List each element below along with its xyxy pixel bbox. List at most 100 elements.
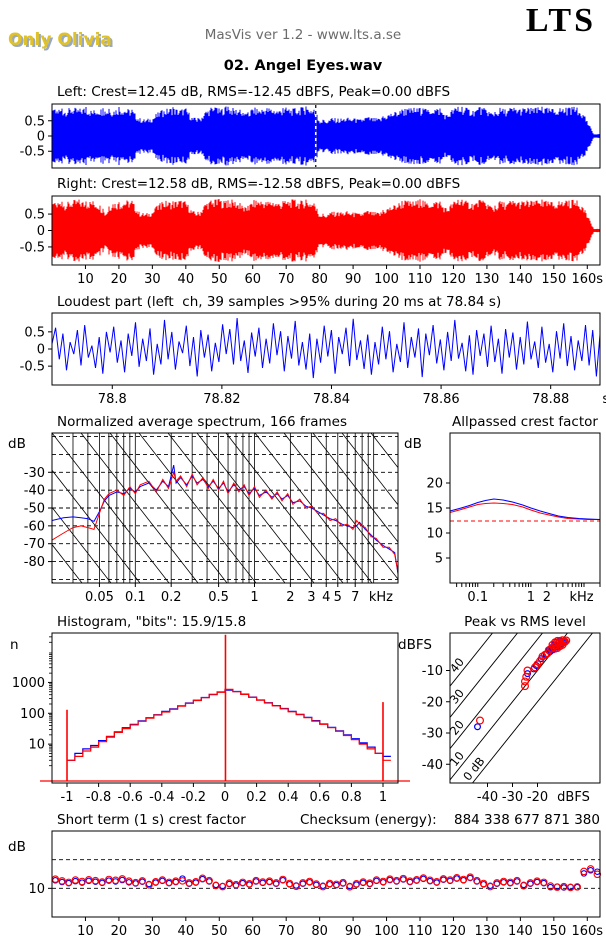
lts-logo: LTS: [525, 2, 596, 39]
svg-text:130: 130: [475, 272, 500, 287]
track-title: 02. Angel Eyes.wav: [223, 58, 383, 74]
svg-text:0.4: 0.4: [278, 790, 299, 805]
histogram-ylabel: n: [10, 637, 19, 653]
svg-text:140: 140: [508, 924, 533, 939]
short-term-title: Short term (1 s) crest factor: [57, 812, 246, 828]
spectrum-plot: -30 -40 -50 -60 -70 -80 0.05 0.1 0.2 0.5 1 2 3 4 5 7 kHz: [24, 432, 399, 605]
right-waveform-title: Right: Crest=12.58 dB, RMS=-12.58 dBFS, …: [57, 176, 461, 192]
spectrum-grid: [52, 433, 398, 583]
svg-text:0.05: 0.05: [85, 590, 114, 605]
svg-text:160s: 160s: [571, 272, 603, 287]
svg-text:140: 140: [508, 272, 533, 287]
svg-text:-30: -30: [502, 790, 523, 805]
svg-text:0.5: 0.5: [24, 208, 45, 223]
svg-text:160s: 160s: [571, 924, 603, 939]
svg-text:100: 100: [20, 707, 45, 722]
svg-text:110: 110: [408, 924, 433, 939]
svg-text:kHz: kHz: [369, 590, 393, 605]
svg-text:90: 90: [345, 272, 362, 287]
svg-text:1: 1: [379, 790, 387, 805]
svg-text:100: 100: [374, 272, 399, 287]
loudest-part-title: Loudest part (left ch, 39 samples >95% d…: [57, 294, 502, 310]
svg-text:-0.6: -0.6: [118, 790, 143, 805]
svg-text:0.1: 0.1: [125, 590, 146, 605]
svg-text:kHz: kHz: [570, 590, 594, 605]
svg-text:70: 70: [278, 924, 295, 939]
checksum-value: 884 338 677 871 380: [453, 812, 600, 828]
svg-text:70: 70: [278, 272, 295, 287]
svg-text:60: 60: [244, 272, 261, 287]
svg-text:-10: -10: [422, 664, 443, 679]
svg-text:-20: -20: [527, 790, 548, 805]
svg-text:40: 40: [178, 272, 195, 287]
loudest-part-plot: 0.5 0 -0.5 78.8 78.82 78.84 78.86 78.88 s: [20, 312, 606, 407]
svg-text:-1: -1: [61, 790, 74, 805]
svg-text:0.2: 0.2: [161, 590, 182, 605]
svg-text:20: 20: [111, 924, 128, 939]
allpassed-title: Allpassed crest factor: [452, 414, 598, 430]
svg-text:-80: -80: [24, 555, 45, 570]
svg-text:120: 120: [441, 272, 466, 287]
svg-text:1: 1: [527, 590, 535, 605]
svg-text:-0.2: -0.2: [181, 790, 206, 805]
svg-text:10: 10: [28, 882, 45, 897]
svg-text:20: 20: [426, 477, 443, 492]
svg-text:78.86: 78.86: [422, 392, 459, 407]
svg-text:-30: -30: [24, 466, 45, 481]
svg-text:78.82: 78.82: [203, 392, 240, 407]
svg-text:1: 1: [250, 590, 258, 605]
svg-text:15: 15: [426, 502, 443, 517]
svg-text:2: 2: [286, 590, 294, 605]
svg-text:0: 0: [37, 224, 45, 239]
allpassed-plot: 20 15 10 5 0.1 1 2 kHz: [426, 432, 601, 605]
svg-text:0.5: 0.5: [208, 590, 229, 605]
svg-text:-40: -40: [24, 484, 45, 499]
svg-text:5: 5: [435, 552, 443, 567]
svg-text:150: 150: [541, 924, 566, 939]
svg-text:100: 100: [374, 924, 399, 939]
svg-text:-50: -50: [24, 502, 45, 517]
svg-text:78.88: 78.88: [532, 392, 569, 407]
svg-text:120: 120: [441, 924, 466, 939]
svg-text:0: 0: [221, 790, 229, 805]
svg-text:0.2: 0.2: [246, 790, 267, 805]
svg-text:80: 80: [311, 924, 328, 939]
svg-text:78.84: 78.84: [313, 392, 350, 407]
artist-name: Only Olivia: [8, 30, 112, 50]
histogram-plot: 1000 100 10 -1 -0.8 -0.6 -0.4 -0.2 0 0.2 0.4 0.6 0.8…: [12, 632, 410, 805]
peak-vs-rms-ylabel: dBFS: [398, 637, 432, 653]
waveform-left-plot: 0.50-0.5: [20, 103, 601, 169]
svg-text:0.5: 0.5: [24, 325, 45, 340]
app-version-url: MasVis ver 1.2 - www.lts.a.se: [204, 27, 402, 43]
histogram-title: Histogram, "bits": 15.9/15.8: [57, 614, 247, 630]
svg-text:0.5: 0.5: [24, 114, 45, 129]
svg-text:1000: 1000: [12, 676, 45, 691]
svg-text:-0.5: -0.5: [20, 360, 45, 375]
svg-text:90: 90: [345, 924, 362, 939]
svg-text:-70: -70: [24, 537, 45, 552]
svg-text:5: 5: [334, 590, 342, 605]
svg-text:-60: -60: [24, 519, 45, 534]
svg-text:80: 80: [311, 272, 328, 287]
svg-text:2: 2: [543, 590, 551, 605]
svg-text:-0.5: -0.5: [20, 145, 45, 160]
svg-text:40: 40: [178, 924, 195, 939]
svg-text:110: 110: [408, 272, 433, 287]
checksum-label: Checksum (energy):: [300, 812, 437, 828]
svg-text:dBFS: dBFS: [557, 790, 590, 805]
peak-vs-rms-title: Peak vs RMS level: [464, 614, 586, 630]
svg-text:0.1: 0.1: [467, 590, 488, 605]
svg-text:60: 60: [244, 924, 261, 939]
spectrum-ylabel: dB: [8, 436, 26, 452]
svg-text:3: 3: [307, 590, 315, 605]
svg-text:30: 30: [144, 924, 161, 939]
svg-text:10: 10: [426, 527, 443, 542]
svg-text:150: 150: [541, 272, 566, 287]
short-term-plot: 10 10 20 30 40 50 60 70 80 90 100 110 120 130 140 150 16…: [28, 830, 603, 939]
svg-text:-0.4: -0.4: [149, 790, 174, 805]
svg-text:-0.5: -0.5: [20, 240, 45, 255]
spectrum-title: Normalized average spectrum, 166 frames: [57, 414, 347, 430]
